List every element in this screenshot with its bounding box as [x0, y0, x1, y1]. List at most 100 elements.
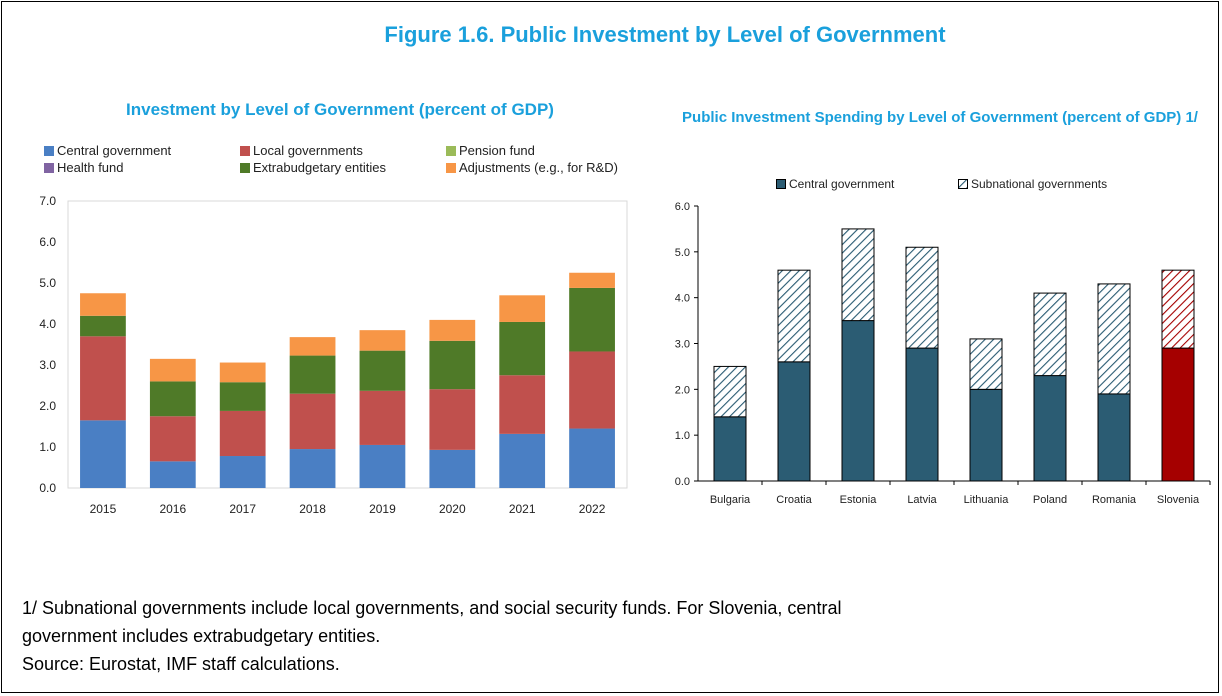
left-bar-central-government-2018: [289, 449, 336, 488]
footnote-line-2: government includes extrabudgetary entit…: [22, 626, 381, 646]
right-x-tick-label: Latvia: [907, 494, 937, 506]
legend-label-adjustments: Adjustments (e.g., for R&D): [459, 160, 618, 175]
left-x-tick-label: 2015: [90, 502, 117, 516]
right-bar-subnational-poland: [1033, 292, 1067, 377]
legend-swatch-subnational: [958, 179, 968, 189]
right-bar-subnational-slovenia: [1161, 269, 1195, 349]
legend-swatch-local: [240, 146, 250, 156]
right-bar-subnational-latvia: [905, 246, 939, 349]
legend-item-right-central: Central government: [776, 177, 894, 191]
right-bar-central-estonia: [841, 320, 875, 482]
left-bar-extrabudgetary-entities-2017: [219, 382, 266, 411]
left-bar-extrabudgetary-entities-2016: [149, 381, 196, 417]
left-y-tick-label: 4.0: [39, 317, 56, 331]
left-y-tick-label: 0.0: [39, 481, 56, 495]
left-bar-local-governments-2015: [80, 336, 126, 421]
right-bar-subnational-bulgaria: [713, 365, 747, 418]
legend-item-health: Health fund: [44, 160, 124, 175]
legend-label-extrabudgetary: Extrabudgetary entities: [253, 160, 386, 175]
right-x-tick-label: Slovenia: [1157, 494, 1200, 506]
right-bar-central-bulgaria: [713, 416, 747, 482]
left-x-tick-label: 2021: [509, 502, 536, 516]
left-bar-central-government-2017: [219, 456, 266, 488]
figure-title: Figure 1.6. Public Investment by Level o…: [384, 22, 946, 47]
legend-item-pension: Pension fund: [446, 143, 535, 158]
left-bar-central-government-2021: [499, 433, 546, 488]
left-bar-local-governments-2021: [499, 375, 546, 434]
right-y-tick-label: 6.0: [675, 201, 690, 213]
left-bar-adjustments-e-g-for-r-d-2021: [499, 295, 546, 322]
left-bar-extrabudgetary-entities-2019: [359, 350, 406, 391]
right-bar-central-slovenia: [1161, 347, 1195, 482]
right-bar-central-romania: [1097, 393, 1131, 482]
legend-label-right-central: Central government: [789, 177, 895, 191]
right-x-tick-label: Croatia: [776, 494, 812, 506]
left-bar-local-governments-2022: [569, 351, 615, 429]
right-bar-central-poland: [1033, 375, 1067, 482]
left-bar-extrabudgetary-entities-2018: [289, 355, 336, 394]
legend-swatch-pension: [446, 146, 456, 156]
right-y-tick-label: 0.0: [675, 476, 690, 488]
left-x-tick-label: 2016: [159, 502, 186, 516]
left-bar-adjustments-e-g-for-r-d-2018: [289, 337, 336, 356]
left-chart: 0.0 1.0 2.0 3.0 4.0 5.0 6.0 7.0 2015 2016 2017 2018…: [39, 194, 628, 516]
left-bar-central-government-2015: [80, 420, 126, 488]
legend-swatch-central: [44, 146, 54, 156]
left-y-tick-label: 2.0: [39, 399, 56, 413]
right-bar-central-lithuania: [969, 388, 1003, 482]
right-y-tick-label: 4.0: [675, 293, 690, 305]
left-bar-local-governments-2018: [289, 393, 336, 450]
legend-label-central: Central government: [57, 143, 172, 158]
legend-swatch-extrabudgetary: [240, 163, 250, 173]
left-bar-extrabudgetary-entities-2022: [569, 287, 615, 352]
left-x-tick-label: 2020: [439, 502, 466, 516]
footnote-line-1: 1/ Subnational governments include local…: [22, 598, 842, 618]
left-bar-extrabudgetary-entities-2021: [499, 321, 546, 376]
legend-label-pension: Pension fund: [459, 143, 535, 158]
legend-item-subnational: Subnational governments: [958, 177, 1107, 191]
left-bar-adjustments-e-g-for-r-d-2020: [429, 319, 476, 341]
legend-label-local: Local governments: [253, 143, 363, 158]
left-bar-central-government-2019: [359, 444, 406, 488]
legend-item-local: Local governments: [240, 143, 363, 158]
left-x-tick-label: 2018: [299, 502, 326, 516]
left-x-tick-label: 2022: [579, 502, 606, 516]
right-x-tick-label: Lithuania: [964, 494, 1010, 506]
right-x-tick-label: Estonia: [840, 494, 878, 506]
left-bar-adjustments-e-g-for-r-d-2017: [219, 362, 266, 383]
right-y-tick-label: 1.0: [675, 430, 690, 442]
legend-item-central: Central government: [44, 143, 171, 158]
left-bar-central-government-2020: [429, 449, 476, 488]
legend-label-subnational: Subnational governments: [971, 177, 1108, 191]
left-bar-adjustments-e-g-for-r-d-2016: [149, 358, 196, 382]
left-x-tick-label: 2019: [369, 502, 396, 516]
legend-swatch-right-central: [776, 179, 786, 189]
left-y-tick-label: 5.0: [39, 276, 56, 290]
right-bar-subnational-lithuania: [969, 338, 1003, 390]
left-bar-local-governments-2016: [149, 416, 196, 462]
right-chart: 0.0 1.0 2.0 3.0 4.0 5.0 6.0 Bulgaria Croatia Esto…: [675, 201, 1211, 506]
left-bar-local-governments-2019: [359, 390, 406, 445]
left-y-tick-label: 3.0: [39, 358, 56, 372]
right-bar-subnational-estonia: [841, 228, 875, 322]
right-y-tick-label: 5.0: [675, 247, 690, 259]
left-bar-extrabudgetary-entities-2020: [429, 340, 476, 390]
right-x-tick-label: Poland: [1033, 494, 1067, 506]
right-chart-title: Public Investment Spending by Level of G…: [682, 109, 1198, 126]
legend-swatch-health: [44, 163, 54, 173]
left-bar-local-governments-2020: [429, 389, 476, 450]
source-note: Source: Eurostat, IMF staff calculations…: [22, 654, 340, 674]
right-bar-central-latvia: [905, 347, 939, 482]
right-y-tick-label: 2.0: [675, 384, 690, 396]
left-bar-central-government-2022: [569, 428, 615, 488]
legend-label-health: Health fund: [57, 160, 124, 175]
right-bar-subnational-romania: [1097, 283, 1131, 395]
left-y-tick-label: 7.0: [39, 194, 56, 208]
left-chart-title: Investment by Level of Government (perce…: [126, 100, 554, 119]
left-bar-local-governments-2017: [219, 410, 266, 457]
legend-item-extrabudgetary: Extrabudgetary entities: [240, 160, 386, 175]
right-x-tick-label: Romania: [1092, 494, 1137, 506]
left-bar-adjustments-e-g-for-r-d-2015: [80, 293, 126, 316]
left-y-tick-label: 6.0: [39, 235, 56, 249]
